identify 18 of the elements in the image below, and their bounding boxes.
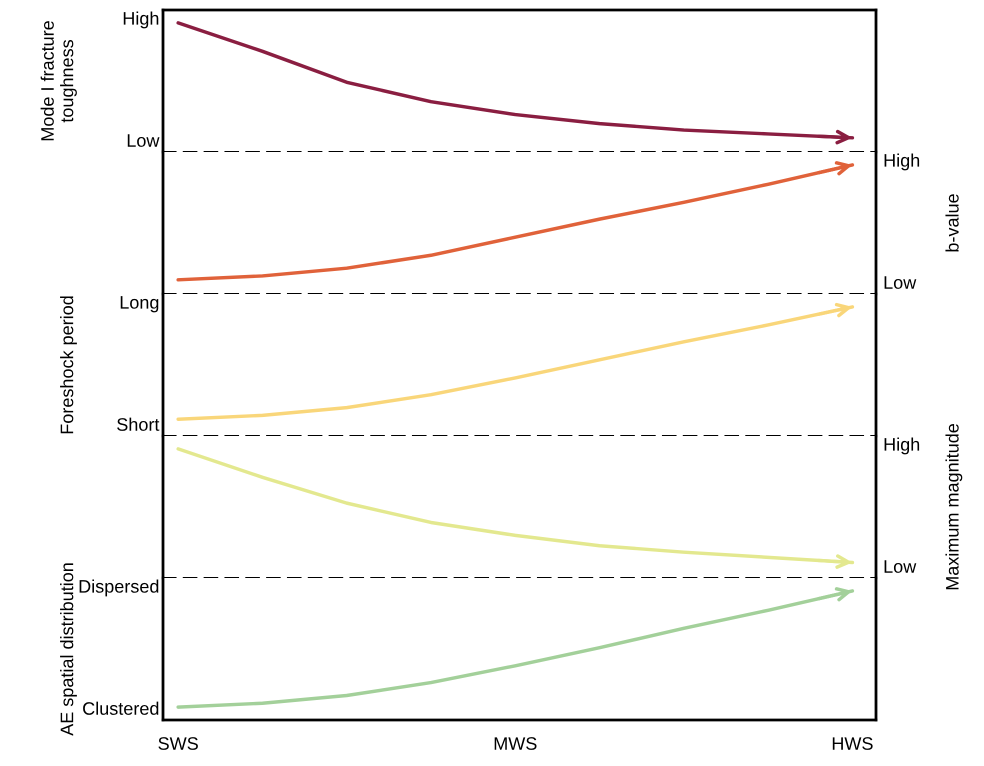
x-tick-label: SWS <box>158 737 198 750</box>
text: Low <box>128 134 160 147</box>
x-tick-label: HWS <box>832 737 873 750</box>
x-tick-label: MWS <box>494 737 537 750</box>
y-axis-title: AE spatial distribution <box>60 563 77 736</box>
y2-axis-title: Maximum magnitude <box>945 424 962 590</box>
text: Short <box>117 418 160 431</box>
text: Dispersed <box>80 580 158 596</box>
text: High <box>884 438 920 454</box>
text: Low <box>884 560 916 573</box>
y2-axis-title: b-value <box>945 194 959 252</box>
text: Long <box>120 296 158 312</box>
text: High <box>884 154 920 170</box>
text: High <box>124 12 158 28</box>
y-axis-title: Mode I fracture toughness <box>40 21 77 140</box>
text: Clustered <box>83 702 158 715</box>
text: Low <box>884 276 916 289</box>
y-axis-title: Foreshock period <box>60 296 77 434</box>
